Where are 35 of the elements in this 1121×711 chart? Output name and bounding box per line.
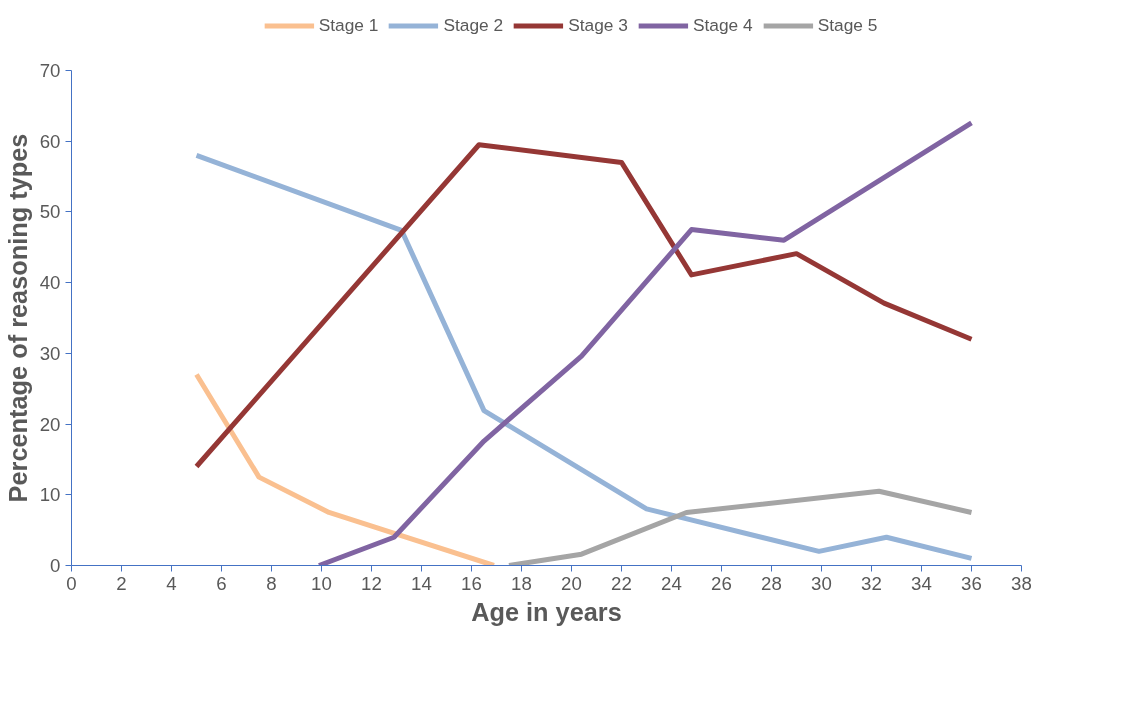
x-tick-label: 8	[266, 572, 277, 594]
x-tick-label: 30	[811, 572, 832, 594]
legend-label: Stage 2	[443, 14, 504, 36]
legend-label: Stage 1	[318, 14, 379, 36]
x-tick-label: 32	[861, 572, 882, 594]
y-tick-label: 20	[39, 413, 61, 435]
x-tick-label: 28	[761, 572, 782, 594]
y-tick-label: 70	[39, 60, 61, 81]
x-tick-label: 2	[116, 572, 127, 594]
x-tick-label: 0	[66, 572, 77, 594]
y-tick-label: 30	[39, 342, 61, 364]
x-tick-label: 24	[661, 572, 682, 594]
y-tick-label: 10	[39, 484, 61, 506]
x-axis-title: Age in years	[471, 597, 622, 626]
legend-label: Stage 4	[692, 14, 753, 36]
y-tick-label: 50	[39, 201, 61, 223]
x-tick-label: 6	[216, 572, 227, 594]
x-tick-label: 18	[511, 572, 532, 594]
y-tick-label: 40	[39, 272, 61, 294]
legend-label: Stage 3	[568, 14, 628, 36]
y-axis-title: Percentage of reasoning types	[3, 133, 32, 503]
y-tick-label: 0	[50, 555, 61, 576]
x-tick-label: 38	[1011, 572, 1032, 594]
x-tick-label: 36	[961, 572, 982, 594]
legend-label: Stage 5	[817, 14, 878, 36]
x-tick-label: 14	[411, 572, 432, 594]
x-tick-label: 10	[311, 572, 332, 594]
x-tick-label: 4	[166, 572, 177, 594]
x-tick-label: 16	[461, 572, 482, 594]
x-tick-label: 22	[611, 572, 632, 594]
x-tick-label: 26	[711, 572, 732, 594]
x-tick-label: 34	[911, 572, 932, 594]
y-tick-label: 60	[39, 130, 61, 152]
x-tick-label: 20	[561, 572, 582, 594]
x-tick-label: 12	[361, 572, 382, 594]
